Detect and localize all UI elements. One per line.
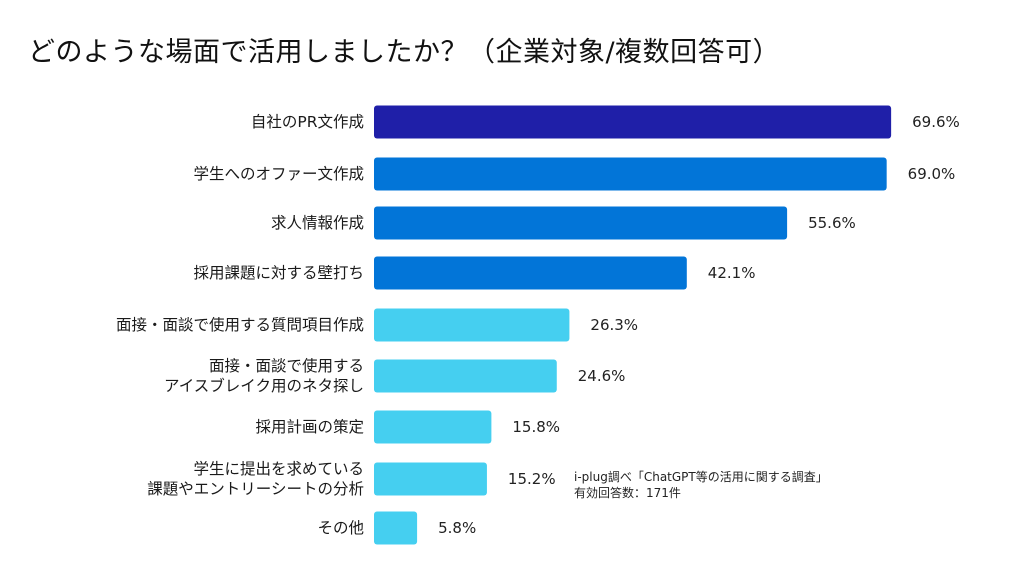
category-label-line: その他 (317, 519, 364, 537)
value-label: 42.1% (708, 264, 756, 282)
category-label: 学生へのオファー文作成 (193, 165, 364, 183)
chart-title: どのような場面で活用しましたか？（企業対象/複数回答可） (28, 37, 781, 68)
value-label: 55.6% (808, 214, 856, 232)
value-label: 5.8% (438, 519, 476, 537)
source-annotation: i-plug調べ「ChatGPT等の活用に関する調査」 有効回答数：171件 (574, 469, 828, 501)
category-label-line: アイスブレイク用のネタ探し (164, 376, 364, 395)
category-label-line: 採用計画の策定 (255, 418, 364, 436)
source-line: i-plug調べ「ChatGPT等の活用に関する調査」 (574, 470, 828, 484)
category-label-line: 学生に提出を求めている (193, 460, 364, 478)
value-label: 69.6% (912, 113, 960, 131)
value-label: 69.0% (908, 165, 956, 183)
bar (374, 157, 887, 191)
bar (374, 206, 788, 240)
category-label-line: 採用課題に対する壁打ち (193, 264, 364, 282)
category-label-line: 課題やエントリーシートの分析 (147, 480, 364, 498)
category-label: 求人情報作成 (271, 214, 364, 232)
bar (374, 105, 892, 139)
respondent-count: 有効回答数：171件 (574, 486, 681, 500)
bar (374, 359, 557, 393)
category-label: 自社のPR文作成 (251, 113, 364, 131)
value-label: 15.8% (512, 418, 560, 436)
category-label: 面接・面談で使用する質問項目作成 (116, 316, 364, 334)
bar (374, 308, 570, 342)
category-label: その他 (317, 519, 364, 537)
value-label: 15.2% (508, 470, 556, 488)
value-label: 24.6% (578, 367, 626, 385)
category-label: 面接・面談で使用するアイスブレイク用のネタ探し (164, 357, 364, 395)
bar (374, 256, 687, 290)
category-label-line: 面接・面談で使用する質問項目作成 (116, 316, 364, 334)
category-label-line: 求人情報作成 (271, 214, 364, 232)
bar (374, 511, 418, 545)
category-label: 学生に提出を求めている課題やエントリーシートの分析 (147, 460, 364, 498)
value-label: 26.3% (590, 316, 638, 334)
category-label-line: 自社のPR文作成 (251, 113, 364, 131)
category-label-line: 面接・面談で使用する (209, 357, 364, 375)
bar (374, 410, 492, 444)
bar (374, 462, 487, 496)
category-label: 採用計画の策定 (255, 418, 364, 436)
category-label: 採用課題に対する壁打ち (193, 264, 364, 282)
category-label-line: 学生へのオファー文作成 (193, 165, 364, 183)
